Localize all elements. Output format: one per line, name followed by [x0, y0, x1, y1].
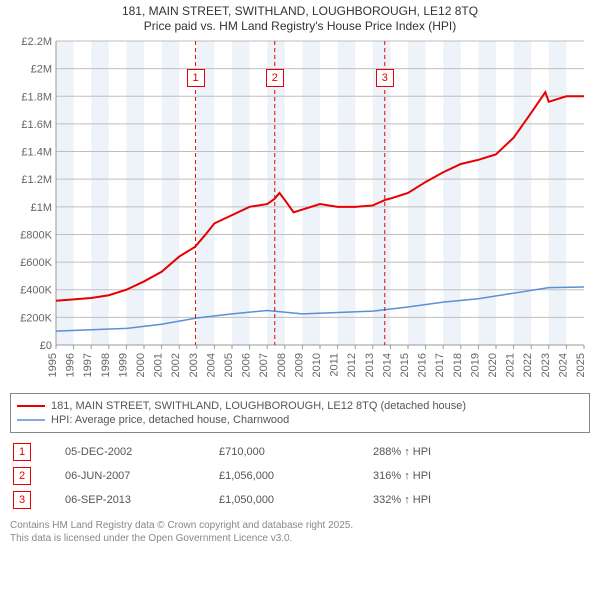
marker-row: 2 06-JUN-2007£1,056,000316% ↑ HPI — [12, 465, 568, 487]
svg-text:2023: 2023 — [540, 353, 552, 377]
marker-row: 1 05-DEC-2002£710,000288% ↑ HPI — [12, 441, 568, 463]
svg-text:1995: 1995 — [47, 353, 59, 377]
svg-text:£1.8M: £1.8M — [21, 91, 52, 103]
svg-text:£600K: £600K — [20, 257, 52, 269]
svg-text:2008: 2008 — [276, 353, 288, 377]
svg-text:2017: 2017 — [434, 353, 446, 377]
svg-text:2000: 2000 — [135, 353, 147, 377]
svg-text:2019: 2019 — [469, 353, 481, 377]
svg-text:2001: 2001 — [153, 353, 165, 377]
svg-text:2020: 2020 — [487, 353, 499, 377]
svg-text:£1.6M: £1.6M — [21, 119, 52, 131]
svg-text:£2.2M: £2.2M — [21, 36, 52, 48]
svg-text:2002: 2002 — [170, 353, 182, 377]
svg-text:£0: £0 — [40, 340, 52, 352]
marker-num-icon: 3 — [13, 491, 31, 509]
svg-text:1999: 1999 — [117, 353, 129, 377]
marker-price: £710,000 — [218, 441, 370, 463]
svg-text:2012: 2012 — [346, 353, 358, 377]
legend-label-2: HPI: Average price, detached house, Char… — [51, 414, 289, 426]
legend-label-1: 181, MAIN STREET, SWITHLAND, LOUGHBOROUG… — [51, 400, 466, 412]
footer: Contains HM Land Registry data © Crown c… — [10, 519, 590, 545]
svg-text:2011: 2011 — [329, 353, 341, 377]
svg-text:£1M: £1M — [31, 202, 52, 214]
marker-price: £1,050,000 — [218, 489, 370, 511]
svg-text:1996: 1996 — [65, 353, 77, 377]
svg-text:2018: 2018 — [452, 353, 464, 377]
svg-text:£1.2M: £1.2M — [21, 174, 52, 186]
chart-area: £0 £200K £400K £600K £800K £1M £1.2M £1.4M £1.6M… — [10, 35, 590, 385]
marker-price: £1,056,000 — [218, 465, 370, 487]
svg-text:£200K: £200K — [20, 312, 52, 324]
marker-hpi: 332% ↑ HPI — [372, 489, 568, 511]
svg-text:2015: 2015 — [399, 353, 411, 377]
line-chart: £0 £200K £400K £600K £800K £1M £1.2M £1.4M £1.6M… — [10, 35, 590, 385]
svg-text:2024: 2024 — [557, 353, 569, 377]
svg-text:2022: 2022 — [522, 353, 534, 377]
svg-text:£400K: £400K — [20, 285, 52, 297]
marker-date: 05-DEC-2002 — [64, 441, 216, 463]
legend-swatch-1 — [17, 401, 45, 411]
chart-marker-2: 2 — [266, 69, 284, 87]
marker-num-icon: 2 — [13, 467, 31, 485]
svg-text:2006: 2006 — [241, 353, 253, 377]
marker-row: 3 06-SEP-2013£1,050,000332% ↑ HPI — [12, 489, 568, 511]
chart-marker-3: 3 — [376, 69, 394, 87]
svg-text:2014: 2014 — [381, 353, 393, 377]
footer-line2: This data is licensed under the Open Gov… — [10, 532, 590, 545]
svg-text:2016: 2016 — [417, 353, 429, 377]
title-line1: 181, MAIN STREET, SWITHLAND, LOUGHBOROUG… — [0, 4, 600, 18]
svg-text:2005: 2005 — [223, 353, 235, 377]
chart-marker-1: 1 — [187, 69, 205, 87]
marker-hpi: 316% ↑ HPI — [372, 465, 568, 487]
svg-text:2010: 2010 — [311, 353, 323, 377]
svg-text:£800K: £800K — [20, 229, 52, 241]
svg-text:2003: 2003 — [188, 353, 200, 377]
chart-title: 181, MAIN STREET, SWITHLAND, LOUGHBOROUG… — [0, 0, 600, 35]
svg-text:1997: 1997 — [82, 353, 94, 377]
marker-date: 06-SEP-2013 — [64, 489, 216, 511]
svg-text:£1.4M: £1.4M — [21, 147, 52, 159]
marker-hpi: 288% ↑ HPI — [372, 441, 568, 463]
legend-row-1: 181, MAIN STREET, SWITHLAND, LOUGHBOROUG… — [17, 400, 583, 412]
svg-text:2025: 2025 — [575, 353, 587, 377]
marker-table: 1 05-DEC-2002£710,000288% ↑ HPI 2 06-JUN-20… — [10, 439, 570, 513]
legend: 181, MAIN STREET, SWITHLAND, LOUGHBOROUG… — [10, 393, 590, 433]
legend-swatch-2 — [17, 415, 45, 425]
legend-row-2: HPI: Average price, detached house, Char… — [17, 414, 583, 426]
marker-date: 06-JUN-2007 — [64, 465, 216, 487]
marker-num-icon: 1 — [13, 443, 31, 461]
svg-text:1998: 1998 — [100, 353, 112, 377]
svg-text:2009: 2009 — [293, 353, 305, 377]
title-line2: Price paid vs. HM Land Registry's House … — [0, 19, 600, 33]
svg-text:2021: 2021 — [505, 353, 517, 377]
svg-text:2013: 2013 — [364, 353, 376, 377]
footer-line1: Contains HM Land Registry data © Crown c… — [10, 519, 590, 532]
svg-text:£2M: £2M — [31, 64, 52, 76]
svg-text:2007: 2007 — [258, 353, 270, 377]
svg-text:2004: 2004 — [205, 353, 217, 377]
